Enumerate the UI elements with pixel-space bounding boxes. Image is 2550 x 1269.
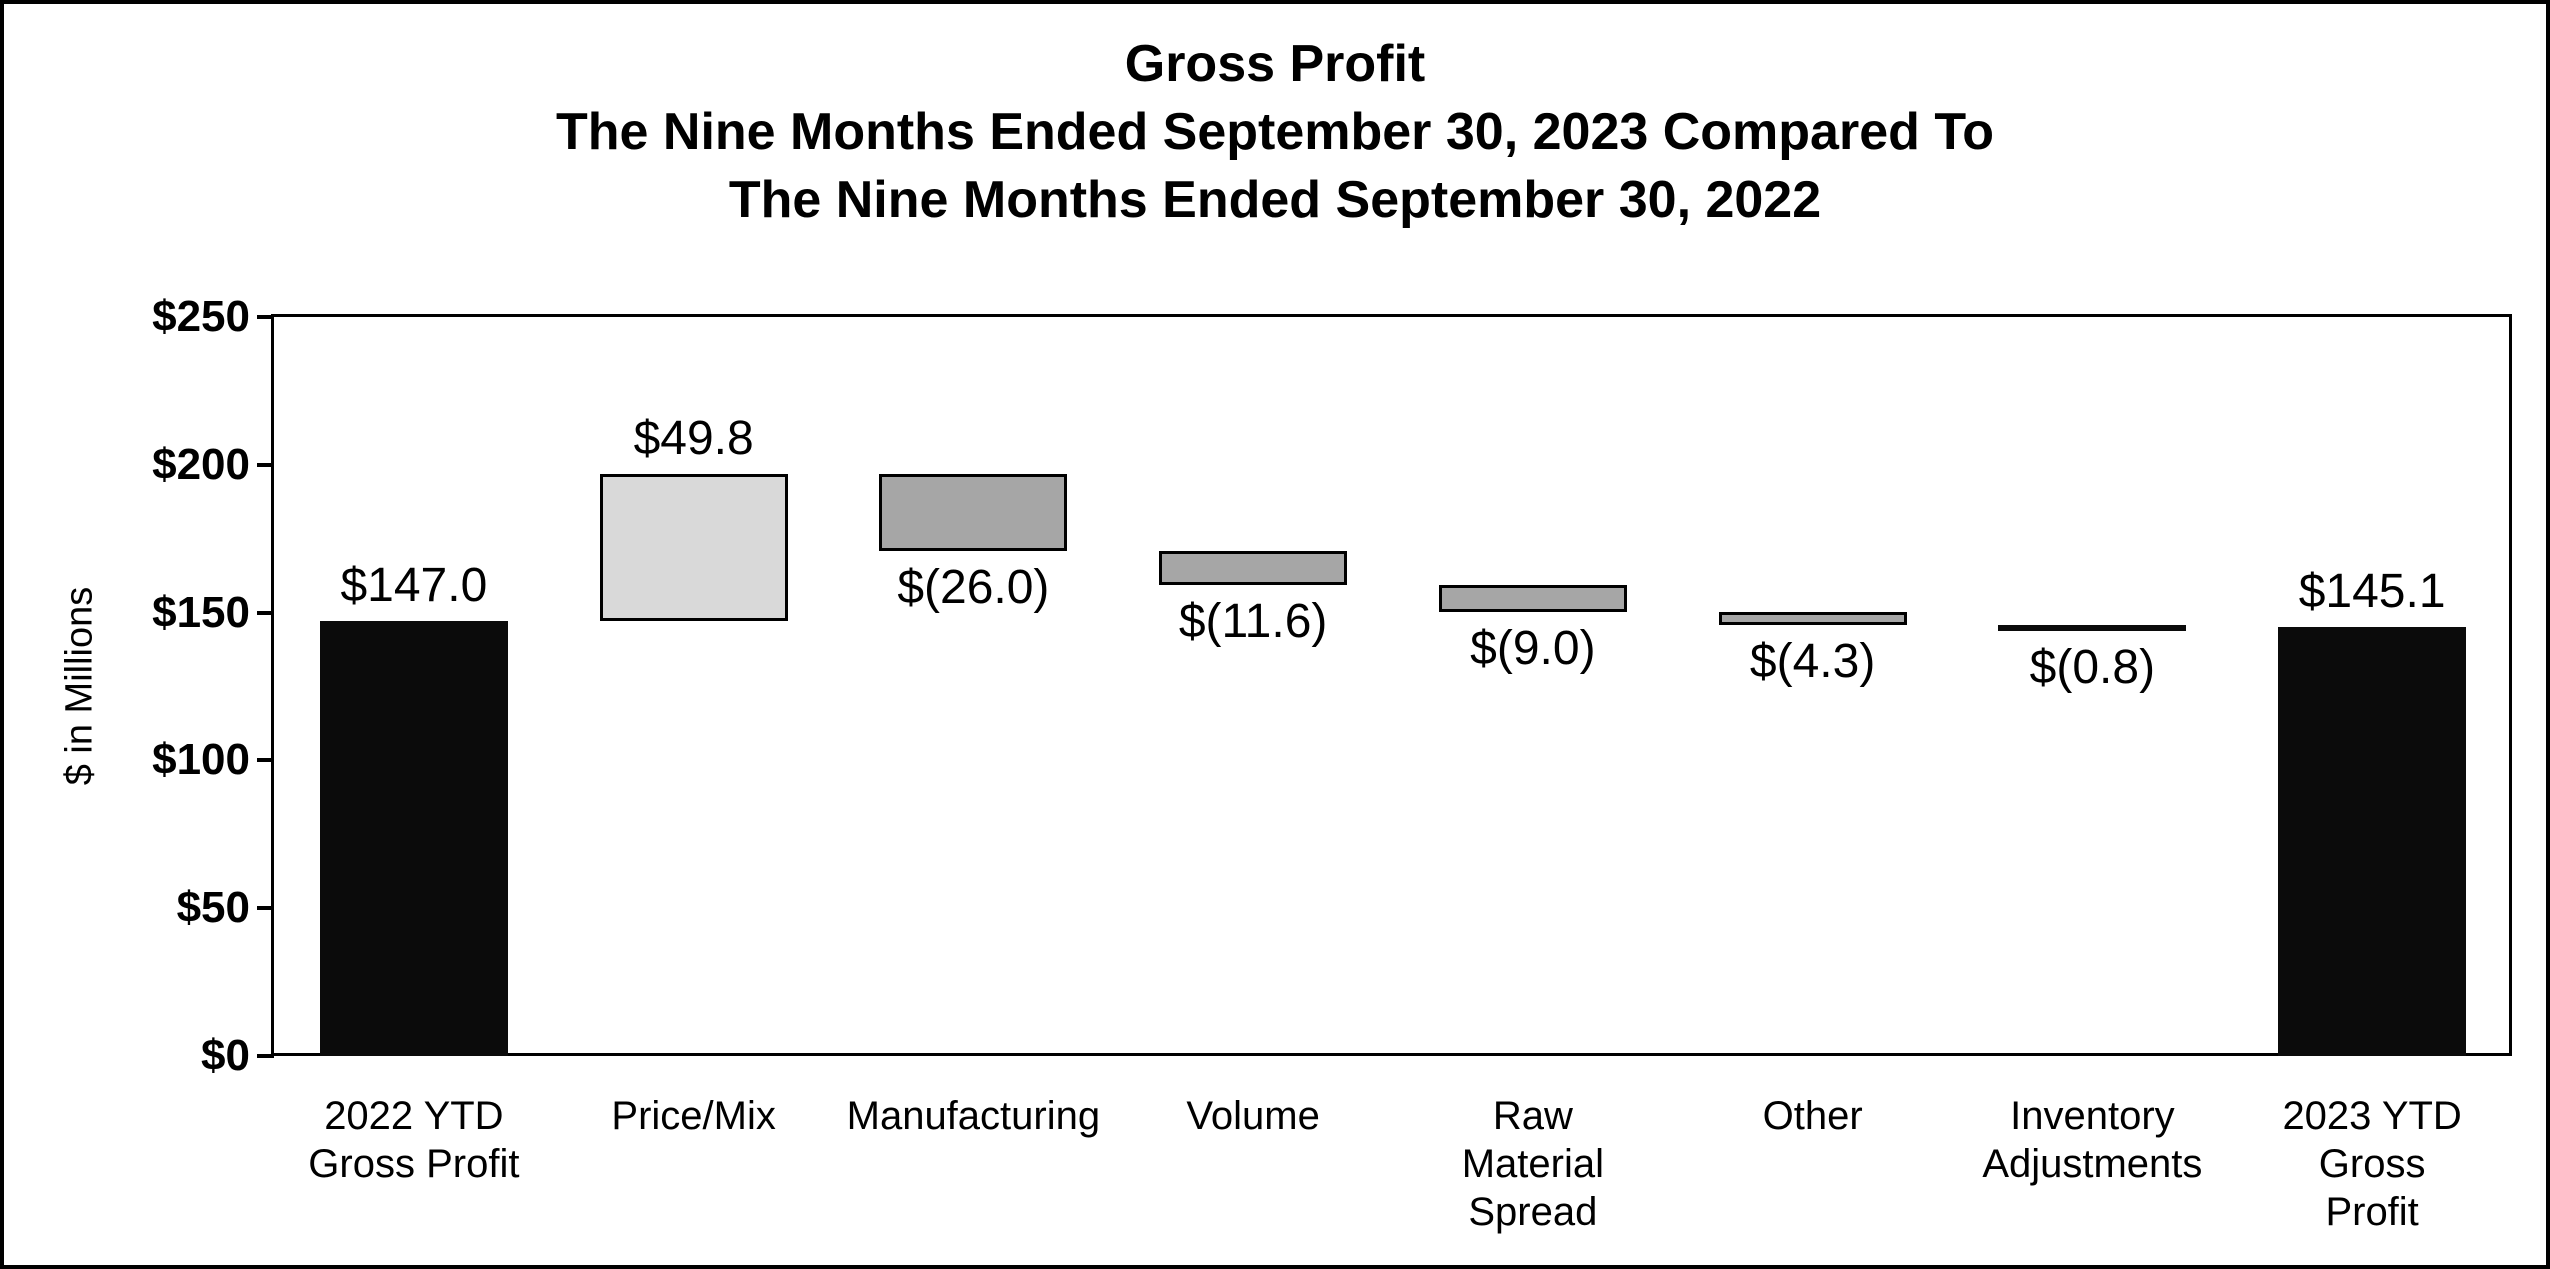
bar xyxy=(1998,624,2187,631)
bar xyxy=(2278,627,2467,1056)
bar xyxy=(1438,585,1627,612)
x-category-label-line: Adjustments xyxy=(1982,1142,2203,1186)
x-category-label-line: Inventory xyxy=(2010,1094,2175,1138)
bar-value-label: $(0.8) xyxy=(2029,640,2156,694)
bar xyxy=(879,474,1068,552)
x-category-label-line: Spread xyxy=(1468,1190,1598,1234)
chart-title: Gross Profit The Nine Months Ended Septe… xyxy=(4,30,2546,234)
chart-title-line-3: The Nine Months Ended September 30, 2022 xyxy=(728,171,1822,229)
bar xyxy=(319,621,508,1056)
y-tick-mark xyxy=(257,906,274,911)
x-category-label-line: Gross Profit xyxy=(308,1142,520,1186)
x-category-label-line: Material xyxy=(1461,1142,1604,1186)
bar-value-label: $145.1 xyxy=(2298,565,2446,619)
y-tick-label: $200 xyxy=(152,439,250,489)
x-category-label: 2023 YTD Gross Profit xyxy=(2212,1092,2532,1236)
x-category-label: Raw Material Spread xyxy=(1373,1092,1693,1236)
x-category-label: Price/Mix xyxy=(534,1092,854,1140)
y-tick-mark xyxy=(257,462,274,467)
x-category-label: Other xyxy=(1653,1092,1973,1140)
bar xyxy=(599,474,788,622)
bar-value-label: $147.0 xyxy=(340,559,488,613)
x-category-label-line: Gross xyxy=(2318,1142,2426,1186)
chart-title-line-1: Gross Profit xyxy=(1124,35,1426,93)
bar-value-label: $(26.0) xyxy=(897,561,1050,615)
y-tick-label: $0 xyxy=(201,1031,250,1080)
x-category-label-line: 2023 YTD xyxy=(2282,1094,2462,1138)
x-category-label-line: Raw xyxy=(1492,1094,1573,1138)
x-category-label-line: Price/Mix xyxy=(611,1094,776,1138)
y-tick-mark xyxy=(257,1054,274,1058)
y-tick-mark xyxy=(257,315,274,319)
bar-value-label: $(9.0) xyxy=(1470,622,1596,675)
x-category-label-line: Profit xyxy=(2325,1190,2419,1234)
x-category-label: Volume xyxy=(1093,1092,1413,1140)
x-category-label-line: Manufacturing xyxy=(846,1094,1101,1138)
bar-value-label: $(11.6) xyxy=(1178,595,1328,649)
x-category-label: Inventory Adjustments xyxy=(1933,1092,2253,1188)
x-category-label-line: 2022 YTD xyxy=(324,1094,504,1138)
bar xyxy=(1159,551,1348,586)
x-category-label: Manufacturing xyxy=(814,1092,1134,1140)
bar-value-label: $(4.3) xyxy=(1749,634,1876,688)
x-category-label: 2022 YTD Gross Profit xyxy=(254,1092,574,1188)
x-category-label-line: Volume xyxy=(1186,1094,1320,1138)
bar-value-label: $49.8 xyxy=(633,412,754,466)
y-tick-label: $150 xyxy=(152,587,250,637)
y-tick-label: $50 xyxy=(176,883,250,933)
bar xyxy=(1718,612,1907,625)
y-tick-label: $100 xyxy=(152,735,250,785)
y-tick-mark xyxy=(257,758,274,763)
x-category-label-line: Other xyxy=(1762,1094,1863,1138)
y-tick-mark xyxy=(257,610,274,615)
plot-area xyxy=(271,314,2512,1056)
y-tick-label: $250 xyxy=(152,292,250,341)
chart-title-line-2: The Nine Months Ended September 30, 2023… xyxy=(556,103,1994,161)
